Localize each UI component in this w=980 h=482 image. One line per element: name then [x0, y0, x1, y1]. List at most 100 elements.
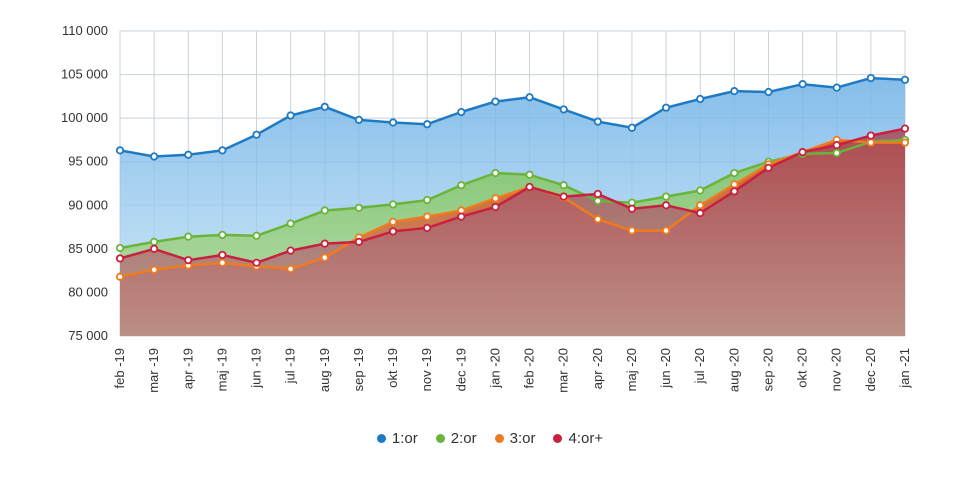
data-point — [491, 194, 500, 203]
legend-label: 4:or+ — [568, 430, 604, 447]
series-line — [119, 76, 906, 158]
data-point — [320, 253, 329, 262]
data-point — [388, 200, 398, 209]
x-tick-label: dec -19 — [453, 348, 468, 391]
data-point — [798, 148, 807, 157]
data-point — [150, 244, 159, 253]
legend-item[interactable]: 3:or — [494, 430, 536, 447]
data-point — [184, 256, 193, 265]
data-point — [661, 103, 671, 112]
data-point — [115, 254, 125, 263]
x-tick-label: jul -20 — [692, 348, 707, 384]
y-axis-ticks: 75 000 80 000 85 000 90 000 95 000 100 000 105… — [61, 23, 108, 343]
data-point — [184, 232, 193, 241]
legend: 1:or 2:or 3:or 4:or+ — [0, 430, 980, 447]
data-point — [798, 80, 807, 89]
x-tick-label: sep -20 — [760, 348, 775, 391]
data-point — [252, 231, 261, 240]
data-point — [627, 226, 637, 235]
data-point — [525, 182, 534, 192]
data-point — [457, 181, 466, 190]
data-point — [593, 117, 602, 126]
data-point — [900, 138, 910, 147]
data-point — [423, 120, 432, 129]
data-point — [627, 204, 637, 213]
legend-item[interactable]: 2:or — [435, 430, 477, 447]
series-line — [119, 127, 906, 265]
x-tick-label: okt -19 — [385, 348, 400, 388]
data-point — [388, 217, 398, 226]
data-point — [218, 250, 227, 260]
data-point — [832, 141, 841, 150]
data-point — [696, 186, 705, 195]
data-point — [900, 124, 910, 133]
x-tick-label: apr -20 — [590, 348, 605, 389]
x-tick-label: maj -19 — [214, 348, 229, 391]
y-tick-label: 75 000 — [68, 328, 108, 343]
data-point — [696, 201, 705, 210]
data-point — [661, 192, 671, 201]
x-tick-label: aug -19 — [317, 348, 332, 392]
data-point — [730, 168, 739, 178]
data-point — [320, 206, 329, 215]
legend-label: 3:or — [509, 430, 536, 447]
data-point — [525, 93, 534, 102]
data-point — [764, 87, 773, 97]
data-point — [525, 170, 534, 179]
data-point — [115, 272, 125, 281]
data-point — [491, 97, 500, 106]
data-point — [866, 138, 875, 147]
data-point — [559, 105, 568, 114]
data-point — [218, 146, 227, 155]
x-tick-label: jun -19 — [249, 348, 264, 389]
data-point — [286, 246, 295, 255]
data-point — [252, 130, 261, 139]
x-tick-label: jan -21 — [897, 348, 912, 389]
y-tick-label: 80 000 — [68, 284, 108, 299]
data-point — [661, 201, 671, 210]
x-tick-label: jun -20 — [658, 348, 673, 389]
data-point — [457, 107, 466, 117]
data-point — [115, 146, 125, 155]
data-point — [354, 237, 364, 246]
x-tick-label: nov -19 — [419, 348, 434, 391]
data-point — [730, 87, 739, 96]
y-tick-label: 100 000 — [61, 110, 108, 125]
x-tick-label: jul -19 — [283, 348, 298, 384]
data-point — [491, 202, 500, 212]
series-line — [119, 138, 905, 278]
data-point — [286, 111, 295, 120]
legend-item[interactable]: 1:or — [376, 430, 418, 447]
x-tick-label: okt -20 — [795, 348, 810, 388]
data-point — [184, 150, 193, 159]
legend-item[interactable]: 4:or+ — [553, 430, 603, 447]
series-area — [120, 128, 905, 336]
series-areas — [120, 78, 905, 336]
data-point — [559, 181, 568, 190]
data-point — [354, 115, 364, 124]
data-point — [218, 230, 227, 240]
legend-label: 2:or — [450, 430, 477, 447]
x-tick-label: apr -19 — [180, 348, 195, 389]
data-point — [115, 243, 125, 253]
data-point — [150, 152, 159, 161]
x-tick-label: sep -19 — [351, 348, 366, 391]
legend-marker-icon — [494, 434, 504, 443]
data-point — [559, 192, 568, 201]
data-point — [320, 102, 329, 111]
data-point — [730, 180, 739, 189]
data-point — [286, 219, 295, 228]
data-point — [832, 148, 841, 158]
data-point — [661, 226, 671, 235]
legend-marker-icon — [376, 434, 386, 443]
y-tick-label: 95 000 — [68, 154, 108, 169]
data-point — [150, 265, 159, 274]
data-point — [832, 83, 841, 92]
y-tick-label: 90 000 — [68, 197, 108, 212]
data-point — [354, 203, 364, 212]
x-tick-label: mar -20 — [556, 348, 571, 393]
data-point — [388, 118, 398, 127]
y-tick-label: 105 000 — [61, 67, 108, 82]
data-point — [423, 223, 432, 233]
